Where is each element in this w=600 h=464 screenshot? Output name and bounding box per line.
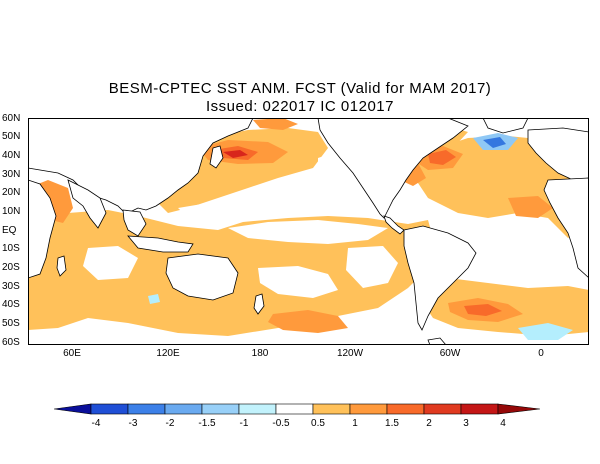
colorbar-swatch [275,403,314,415]
india-landmass [67,179,107,229]
sst-anomaly-map [28,118,589,345]
lat-label-10s: 10S [2,243,20,254]
lon-label-60w: 60W [439,348,461,359]
continents [28,118,589,345]
europe-landmass [527,127,589,181]
map-title: BESM-CPTEC SST ANM. FCST (Valid for MAM … [108,80,492,97]
map-subtitle: Issued: 022017 IC 012017 [206,98,394,115]
colorbar-swatch [164,403,203,415]
japan-landmass [209,145,224,169]
colorbar-swatch [460,403,499,415]
greenland-landmass [482,118,529,134]
colorbar-label: 3 [463,418,469,429]
colorbar-label: -1.5 [198,418,216,429]
colorbar-swatch [423,403,462,415]
lat-label-eq: EQ [2,225,17,236]
colorbar-label: 2 [426,418,432,429]
cool-anomalies [148,133,573,340]
central-america-landmass [383,215,405,235]
lat-label-40s: 40S [2,299,20,310]
colorbar-label: 0.5 [311,418,325,429]
colorbar [54,403,540,415]
antarctica-landmass [427,337,447,345]
lat-label-30n: 30N [2,169,21,180]
colorbar-swatch [386,403,425,415]
map-frame [28,118,589,345]
colorbar-swatch [349,403,388,415]
lon-label-120e: 120E [156,348,180,359]
africa-landmass [28,179,57,279]
lat-label-40n: 40N [2,150,21,161]
lat-label-50s: 50S [2,318,20,329]
north-america-landmass [317,118,469,219]
colorbar-label: -0.5 [272,418,290,429]
indonesia-landmass [127,235,194,253]
lat-label-30s: 30S [2,281,20,292]
colorbar-label: 1.5 [385,418,399,429]
lon-label-60e: 60E [63,348,81,359]
colorbar-label: -2 [165,418,175,429]
lon-label-0: 0 [538,348,544,359]
lat-label-60n: 60N [2,113,21,124]
lat-label-60s: 60S [2,337,20,348]
colorbar-swatch [90,403,129,415]
west-africa-landmass [543,177,589,279]
se-asia-landmass [122,209,147,237]
colorbar-swatch [238,403,277,415]
lon-label-120w: 120W [336,348,364,359]
colorbar-swatch [127,403,166,415]
colorbar-label: -3 [128,418,138,429]
colorbar-label: -4 [91,418,101,429]
lat-label-20s: 20S [2,262,20,273]
colorbar-label: 4 [500,418,506,429]
colorbar-swatch [201,403,240,415]
neutral-anomaly-areas [83,148,548,298]
colorbar-swatch [497,403,540,415]
colorbar-label: -1 [239,418,249,429]
colorbar-swatch [54,403,92,415]
south-america-landmass [403,225,477,331]
lat-label-50n: 50N [2,131,21,142]
lat-label-20n: 20N [2,187,21,198]
lat-label-10n: 10N [2,206,21,217]
colorbar-label: 1 [352,418,358,429]
lon-label-180: 180 [251,348,269,359]
new-zealand-landmass [253,293,265,315]
madagascar-landmass [56,255,67,277]
australia-landmass [165,253,239,301]
colorbar-swatch [312,403,351,415]
